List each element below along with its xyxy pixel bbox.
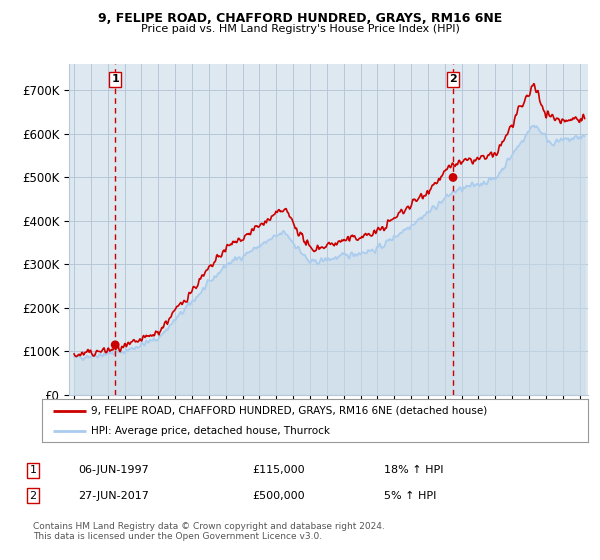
Text: 9, FELIPE ROAD, CHAFFORD HUNDRED, GRAYS, RM16 6NE (detached house): 9, FELIPE ROAD, CHAFFORD HUNDRED, GRAYS,… — [91, 405, 487, 416]
Text: 06-JUN-1997: 06-JUN-1997 — [78, 465, 149, 475]
Text: Price paid vs. HM Land Registry's House Price Index (HPI): Price paid vs. HM Land Registry's House … — [140, 24, 460, 34]
Text: 18% ↑ HPI: 18% ↑ HPI — [384, 465, 443, 475]
Point — [448, 173, 458, 182]
Text: 1: 1 — [111, 74, 119, 85]
Text: £115,000: £115,000 — [252, 465, 305, 475]
Text: 9, FELIPE ROAD, CHAFFORD HUNDRED, GRAYS, RM16 6NE: 9, FELIPE ROAD, CHAFFORD HUNDRED, GRAYS,… — [98, 12, 502, 25]
Point — [110, 340, 120, 349]
Text: HPI: Average price, detached house, Thurrock: HPI: Average price, detached house, Thur… — [91, 426, 330, 436]
Text: 2: 2 — [29, 491, 37, 501]
Text: 2: 2 — [449, 74, 457, 85]
Text: Contains HM Land Registry data © Crown copyright and database right 2024.
This d: Contains HM Land Registry data © Crown c… — [33, 522, 385, 542]
Text: 5% ↑ HPI: 5% ↑ HPI — [384, 491, 436, 501]
Text: 1: 1 — [29, 465, 37, 475]
Text: £500,000: £500,000 — [252, 491, 305, 501]
Text: 27-JUN-2017: 27-JUN-2017 — [78, 491, 149, 501]
